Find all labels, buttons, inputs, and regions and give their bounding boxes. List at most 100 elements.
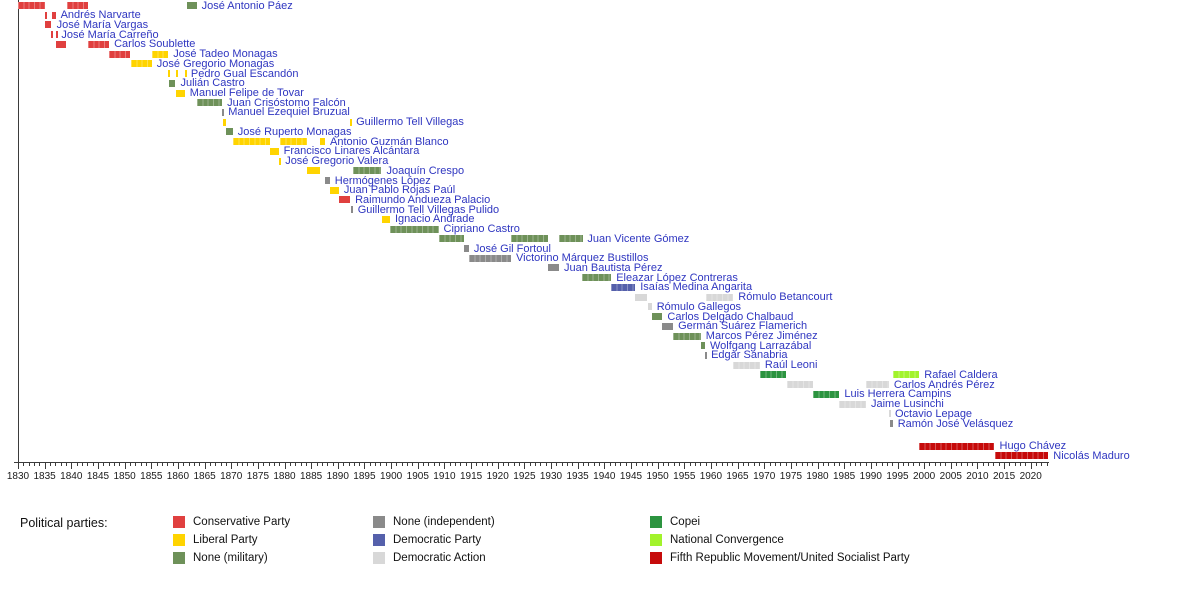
president-label[interactable]: Germán Suárez Flamerich [678,320,808,333]
president-label[interactable]: Juan Crisóstomo Falcón [227,96,346,109]
president-label[interactable]: Juan Vicente Gómez [587,232,690,245]
term-bar [196,99,223,107]
axis-minor-tick [1046,463,1048,466]
president-label[interactable]: Cipriano Castro [443,223,520,236]
president-label[interactable]: Juan Bautista Pérez [564,261,663,274]
president-label[interactable]: Juan Pablo Rojas Paúl [343,184,456,197]
term-bar [547,264,559,272]
axis-minor-tick [428,463,430,466]
axis-year-label: 1875 [246,471,270,482]
axis-minor-tick [662,463,664,466]
president-label[interactable]: Raimundo Andueza Palacio [355,193,491,206]
president-label[interactable]: Raúl Leoni [764,359,818,372]
axis-year-label: 1935 [566,471,589,482]
president-label[interactable]: Julián Castro [180,77,245,90]
axis-year-label: 1900 [379,471,403,482]
president-label[interactable]: Antonio Guzmán Blanco [330,135,449,148]
president-label[interactable]: Eleazar López Contreras [616,271,738,284]
president-label[interactable]: José Antonio Páez [201,0,293,12]
president-label[interactable]: Rómulo Betancourt [738,291,833,304]
president-label[interactable]: Rómulo Gallegos [656,300,742,313]
president-label[interactable]: Edgar Sanabria [711,349,788,362]
president-label[interactable]: Carlos Soublette [114,38,196,51]
axis-minor-tick [540,463,542,466]
axis-major-tick [1030,463,1032,469]
axis-minor-tick [439,463,441,466]
axis-year-label: 1880 [273,471,296,482]
axis-minor-tick [401,463,403,466]
axis-minor-tick [892,463,894,466]
term-bar [651,313,663,320]
axis-major-tick [1004,463,1006,469]
president-label[interactable]: Isaías Medina Angarita [640,281,753,294]
legend-heading: Political parties: [20,516,108,530]
axis-minor-tick [113,463,115,466]
axis-minor-tick [492,463,494,466]
axis-minor-tick [929,463,931,466]
axis-minor-tick [641,463,643,466]
axis-major-tick [817,463,819,469]
president-label[interactable]: Francisco Linares Alcántara [283,145,420,158]
axis-minor-tick [348,463,350,466]
term-bar [307,167,321,175]
axis-major-tick [684,463,686,469]
axis-major-tick [204,463,206,469]
president-label[interactable]: Andrés Narvarte [60,9,141,22]
president-label[interactable]: Rafael Caldera [924,368,998,381]
president-label[interactable]: Ignacio Andrade [395,213,475,226]
axis-minor-tick [769,463,771,466]
president-label[interactable]: José Tadeo Monagas [173,48,278,61]
president-label[interactable]: Manuel Felipe de Tovar [189,87,304,99]
president-label[interactable]: Ramón José Velásquez [897,417,1014,430]
president-label[interactable]: José Gregorio Valera [285,155,389,167]
president-label[interactable]: Nicolás Maduro [1053,449,1130,462]
axis-major-tick [631,463,632,469]
president-label[interactable]: Pedro Gual Escandón [190,67,299,80]
president-label[interactable]: Manuel Ezequiel Bruzual [228,106,350,119]
term-bar [511,235,548,243]
president-label[interactable]: Octavio Lepage [895,407,973,420]
axis-year-label: 2010 [966,471,989,482]
axis-minor-tick [918,463,920,466]
axis-minor-tick [28,463,30,466]
axis-minor-tick [60,463,62,466]
axis-minor-tick [460,463,462,466]
president-label[interactable]: Victorino Márquez Bustillos [516,252,649,265]
president-label[interactable]: Guillermo Tell Villegas Pulido [357,203,500,216]
axis-year-label: 1845 [86,471,110,482]
term-bar [18,2,46,9]
president-label[interactable]: Joaquín Crespo [386,164,465,177]
president-label[interactable]: Carlos Andrés Pérez [893,378,995,391]
axis-major-tick [870,463,872,469]
president-label[interactable]: Guillermo Tell Villegas [356,116,464,129]
axis-minor-tick [561,463,563,466]
term-bar [280,138,308,146]
president-label[interactable]: Wolfgang Larrazábal [710,339,812,352]
axis-major-tick [710,463,712,469]
president-label[interactable]: Marcos Pérez Jiménez [705,330,818,342]
axis-year-label: 1965 [726,471,749,482]
term-bar [839,400,866,408]
term-bar [222,108,225,116]
axis-major-tick [98,463,99,469]
president-label[interactable]: José María Carreño [61,28,159,41]
president-label[interactable]: José Gregorio Monagas [156,57,275,70]
term-bar [338,196,351,204]
president-label[interactable]: José Gil Fortoul [473,242,551,255]
axis-minor-tick [481,463,483,466]
axis-minor-tick [279,463,281,466]
term-bar [673,332,701,340]
president-label[interactable]: Carlos Delgado Chalbaud [667,310,794,323]
axis-major-tick [284,463,286,469]
president-label[interactable]: Hermógenes López [334,174,431,187]
president-label[interactable]: Jaime Lusinchi [871,398,944,410]
term-bar [269,147,279,155]
axis-minor-tick [1025,463,1027,466]
president-label[interactable]: José Ruperto Monagas [237,125,352,138]
axis-major-tick [897,463,899,469]
president-label[interactable]: Hugo Chávez [999,440,1067,453]
term-bar [184,70,187,77]
president-label[interactable]: Luis Herrera Campins [844,388,952,401]
axis-year-label: 1970 [753,471,776,482]
president-label[interactable]: José María Vargas [56,18,149,31]
